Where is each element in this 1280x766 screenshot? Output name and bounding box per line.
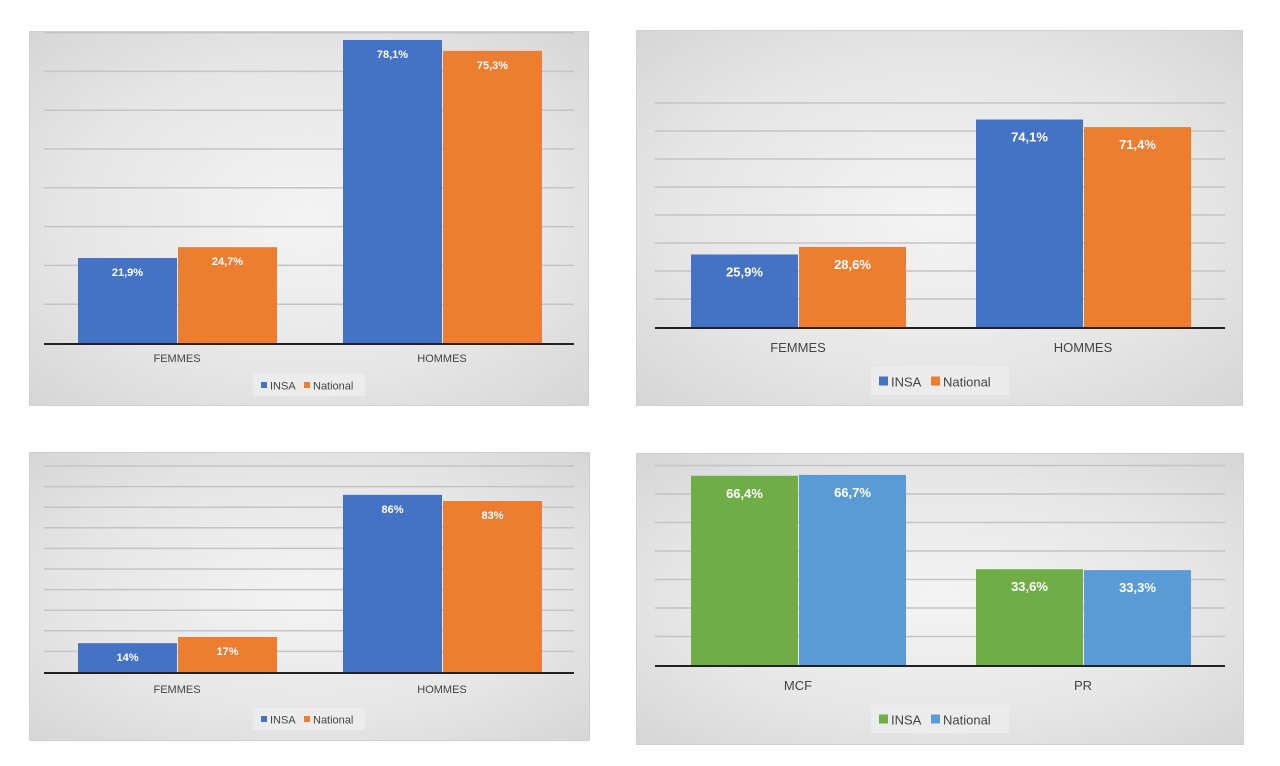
chart-svg: 25,9% 28,6% FEMMES 74,1% 71,4% HOMMES INSA Nati…	[655, 102, 1225, 395]
data-label: 28,6%	[834, 257, 871, 272]
category-label: FEMMES	[770, 340, 826, 355]
legend-swatch	[261, 382, 267, 388]
data-label: 21,9%	[112, 267, 143, 279]
legend-swatch	[879, 376, 888, 386]
category-label: HOMMES	[417, 353, 467, 365]
data-label: 33,6%	[1011, 579, 1048, 594]
bar-insa-hommes	[343, 39, 442, 344]
legend-swatch	[879, 714, 888, 724]
data-label: 71,4%	[1119, 137, 1156, 152]
bar-insa-femmes	[78, 643, 177, 672]
bar-national-femmes	[178, 247, 277, 343]
data-label: 66,4%	[726, 486, 763, 501]
chart-femmes-hommes-2: 25,9% 28,6% FEMMES 74,1% 71,4% HOMMES INSA Nati…	[636, 30, 1243, 406]
legend-swatch	[304, 716, 310, 722]
bar-national-pr	[1084, 570, 1191, 665]
category-label: FEMMES	[153, 684, 200, 696]
data-label: 74,1%	[1011, 130, 1048, 145]
legend-swatch	[931, 376, 940, 386]
category-label: MCF	[784, 678, 812, 693]
data-label: 14%	[116, 652, 138, 664]
chart-svg: 14% 17% FEMMES 86% 83% HOMMES INSA National	[44, 465, 574, 730]
bar-national-hommes	[443, 50, 542, 343]
chart-svg: 66,4% 66,7% MCF 33,6% 33,3% PR INSA National	[655, 464, 1225, 733]
legend-label: National	[943, 713, 991, 728]
legend-label: INSA	[891, 713, 922, 728]
bar-national-mcf	[799, 474, 906, 665]
legend-swatch	[261, 716, 267, 722]
bar-national-femmes	[799, 246, 906, 327]
category-label: FEMMES	[153, 353, 200, 365]
bar-insa-pr	[976, 569, 1083, 665]
legend-label: National	[313, 715, 353, 727]
data-label: 83%	[481, 510, 503, 522]
legend-swatch	[931, 714, 940, 724]
legend-label: INSA	[891, 375, 922, 390]
legend-label: INSA	[270, 715, 296, 727]
data-label: 66,7%	[834, 485, 871, 500]
data-label: 24,7%	[212, 256, 243, 268]
bar-national-hommes	[443, 501, 542, 672]
chart-mcf-pr: 66,4% 66,7% MCF 33,6% 33,3% PR INSA National	[636, 453, 1244, 745]
chart-femmes-hommes-1: 21,9% 24,7% FEMMES 78,1% 75,3% HOMMES INSA Nati…	[29, 31, 589, 406]
bar-insa-mcf	[691, 475, 798, 665]
legend-label: INSA	[270, 381, 296, 393]
category-label: PR	[1074, 678, 1092, 693]
bar-insa-femmes	[78, 258, 177, 343]
bar-insa-hommes	[976, 119, 1083, 328]
data-label: 25,9%	[726, 264, 763, 279]
data-label: 86%	[381, 504, 403, 516]
data-label: 17%	[216, 646, 238, 658]
data-label: 75,3%	[477, 60, 508, 72]
category-label: HOMMES	[1054, 340, 1113, 355]
chart-femmes-hommes-3: 14% 17% FEMMES 86% 83% HOMMES INSA National	[29, 452, 590, 741]
legend-swatch	[304, 382, 310, 388]
legend-label: National	[313, 381, 353, 393]
bar-insa-femmes	[691, 254, 798, 327]
data-label: 78,1%	[377, 49, 408, 61]
data-label: 33,3%	[1119, 580, 1156, 595]
category-label: HOMMES	[417, 684, 467, 696]
legend-label: National	[943, 375, 991, 390]
bar-insa-hommes	[343, 494, 442, 672]
bar-national-hommes	[1084, 127, 1191, 327]
chart-svg: 21,9% 24,7% FEMMES 78,1% 75,3% HOMMES INSA Nati…	[44, 32, 574, 396]
bar-national-femmes	[178, 636, 277, 672]
